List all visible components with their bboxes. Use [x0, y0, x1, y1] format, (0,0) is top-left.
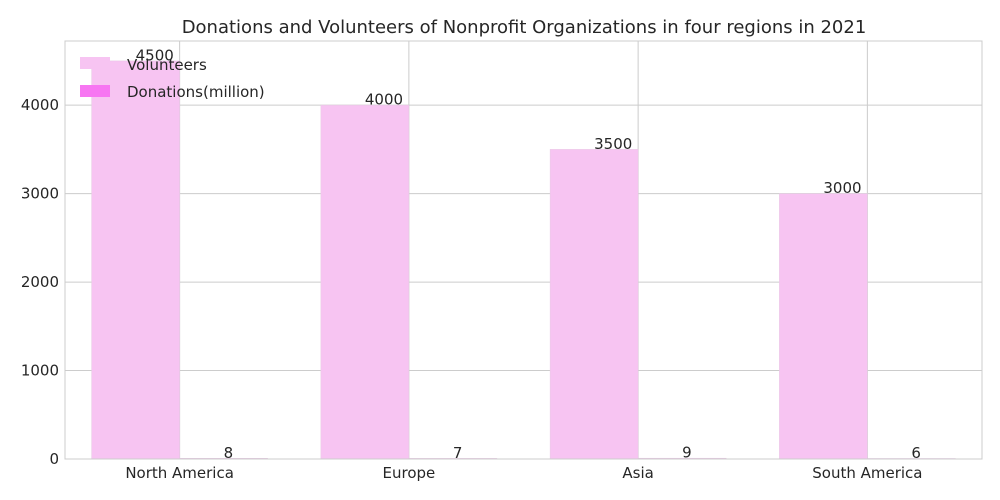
data-label-volunteers-asia: 3500 — [594, 135, 632, 153]
bar-volunteers-south-america — [779, 193, 868, 460]
x-tick-label-europe: Europe — [383, 464, 436, 482]
data-label-donations-million-south-america: 6 — [911, 444, 921, 462]
x-axis-ticks: North America Europe Asia South America — [125, 464, 922, 482]
legend-swatch-volunteers — [80, 57, 110, 69]
data-label-volunteers-north-america: 4500 — [136, 46, 174, 64]
legend-swatch-donations — [80, 85, 110, 97]
legend-label-donations: Donations(million) — [127, 83, 265, 101]
data-label-volunteers-south-america: 3000 — [823, 179, 861, 197]
bar-volunteers-north-america — [91, 60, 180, 460]
y-tick-label: 0 — [49, 450, 59, 468]
data-label-donations-million-europe: 7 — [453, 444, 463, 462]
data-label-donations-million-north-america: 8 — [224, 444, 234, 462]
y-tick-label: 1000 — [21, 362, 59, 380]
data-labels: 4500 4000 3500 3000 8 7 9 6 — [136, 46, 921, 462]
bar-volunteers-asia — [549, 149, 639, 460]
legend-label-volunteers: Volunteers — [127, 56, 207, 74]
data-label-donations-million-asia: 9 — [682, 444, 692, 462]
legend: Volunteers Donations(million) — [80, 56, 265, 101]
data-label-volunteers-europe: 4000 — [365, 91, 403, 109]
x-tick-label-asia: Asia — [622, 464, 653, 482]
x-tick-label-north-america: North America — [125, 464, 234, 482]
chart-title: Donations and Volunteers of Nonprofit Or… — [182, 17, 867, 38]
y-tick-label: 2000 — [21, 273, 59, 291]
y-tick-label: 3000 — [21, 185, 59, 203]
y-tick-label: 4000 — [21, 96, 59, 114]
y-axis-ticks: 0 1000 2000 3000 4000 — [21, 96, 59, 468]
plot-frame — [64, 40, 983, 460]
bars — [91, 60, 956, 460]
x-tick-label-south-america: South America — [812, 464, 922, 482]
bar-volunteers-europe — [320, 104, 410, 460]
